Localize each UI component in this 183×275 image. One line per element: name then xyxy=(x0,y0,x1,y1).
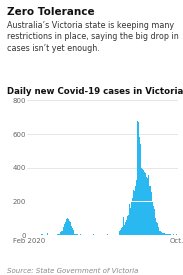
Bar xyxy=(163,233,164,235)
Bar xyxy=(77,234,78,235)
Bar xyxy=(120,230,121,235)
Bar xyxy=(143,169,144,235)
Bar xyxy=(72,228,73,235)
Bar xyxy=(63,227,64,235)
Bar xyxy=(153,206,154,235)
Bar xyxy=(132,198,133,235)
Bar xyxy=(157,222,158,235)
Bar xyxy=(158,227,159,235)
Bar xyxy=(73,230,74,235)
Bar xyxy=(81,232,82,235)
Bar xyxy=(145,173,146,235)
Bar xyxy=(60,232,61,235)
Bar xyxy=(139,138,140,235)
Bar xyxy=(59,234,60,235)
Bar xyxy=(165,234,166,235)
Text: Daily new Covid-19 cases in Victoria: Daily new Covid-19 cases in Victoria xyxy=(7,87,183,96)
Bar xyxy=(161,232,162,235)
Bar xyxy=(135,186,136,235)
Bar xyxy=(125,222,126,235)
Bar xyxy=(71,225,72,235)
Bar xyxy=(176,233,177,235)
Bar xyxy=(150,186,151,235)
Bar xyxy=(67,218,68,235)
Bar xyxy=(93,234,94,235)
Bar xyxy=(170,234,171,235)
Bar xyxy=(173,234,174,235)
Bar xyxy=(142,169,143,235)
Bar xyxy=(156,222,157,235)
Bar xyxy=(64,224,65,235)
Bar xyxy=(66,219,67,235)
Bar xyxy=(55,234,56,235)
Bar xyxy=(144,172,145,235)
Bar xyxy=(168,234,169,235)
Bar xyxy=(160,232,161,235)
Bar xyxy=(57,234,58,235)
Bar xyxy=(152,201,153,235)
Bar xyxy=(134,191,135,235)
Bar xyxy=(137,120,138,235)
Bar xyxy=(119,231,120,235)
Bar xyxy=(138,122,139,235)
Bar xyxy=(162,233,163,235)
Bar xyxy=(131,202,132,235)
Bar xyxy=(130,206,131,235)
Bar xyxy=(75,234,76,235)
Text: Australia’s Victoria state is keeping many
restrictions in place, saying the big: Australia’s Victoria state is keeping ma… xyxy=(7,21,179,53)
Bar xyxy=(154,209,155,235)
Bar xyxy=(159,229,160,235)
Bar xyxy=(141,168,142,235)
Bar xyxy=(129,204,130,235)
Bar xyxy=(70,222,71,235)
Bar xyxy=(128,215,129,235)
Bar xyxy=(148,175,149,235)
Bar xyxy=(166,234,167,235)
Bar xyxy=(140,144,141,235)
Bar xyxy=(126,220,127,235)
Bar xyxy=(122,227,123,235)
Bar xyxy=(76,234,77,235)
Bar xyxy=(146,167,147,235)
Bar xyxy=(149,178,150,235)
Bar xyxy=(133,190,134,235)
Bar xyxy=(62,231,63,235)
Bar xyxy=(151,192,152,235)
Bar xyxy=(47,233,48,235)
Bar xyxy=(61,231,62,235)
Bar xyxy=(164,233,165,235)
Bar xyxy=(65,222,66,235)
Bar xyxy=(136,182,137,235)
Bar xyxy=(121,228,122,235)
Bar xyxy=(58,234,59,235)
Bar xyxy=(155,218,156,235)
Bar xyxy=(167,234,168,235)
Text: Zero Tolerance: Zero Tolerance xyxy=(7,7,95,17)
Bar xyxy=(127,216,128,235)
Bar xyxy=(74,233,75,235)
Bar xyxy=(123,217,124,235)
Bar xyxy=(124,225,125,235)
Bar xyxy=(80,234,81,235)
Bar xyxy=(68,220,69,235)
Bar xyxy=(147,178,148,235)
Bar xyxy=(41,233,42,235)
Bar xyxy=(69,221,70,235)
Text: Source: State Government of Victoria: Source: State Government of Victoria xyxy=(7,268,139,274)
